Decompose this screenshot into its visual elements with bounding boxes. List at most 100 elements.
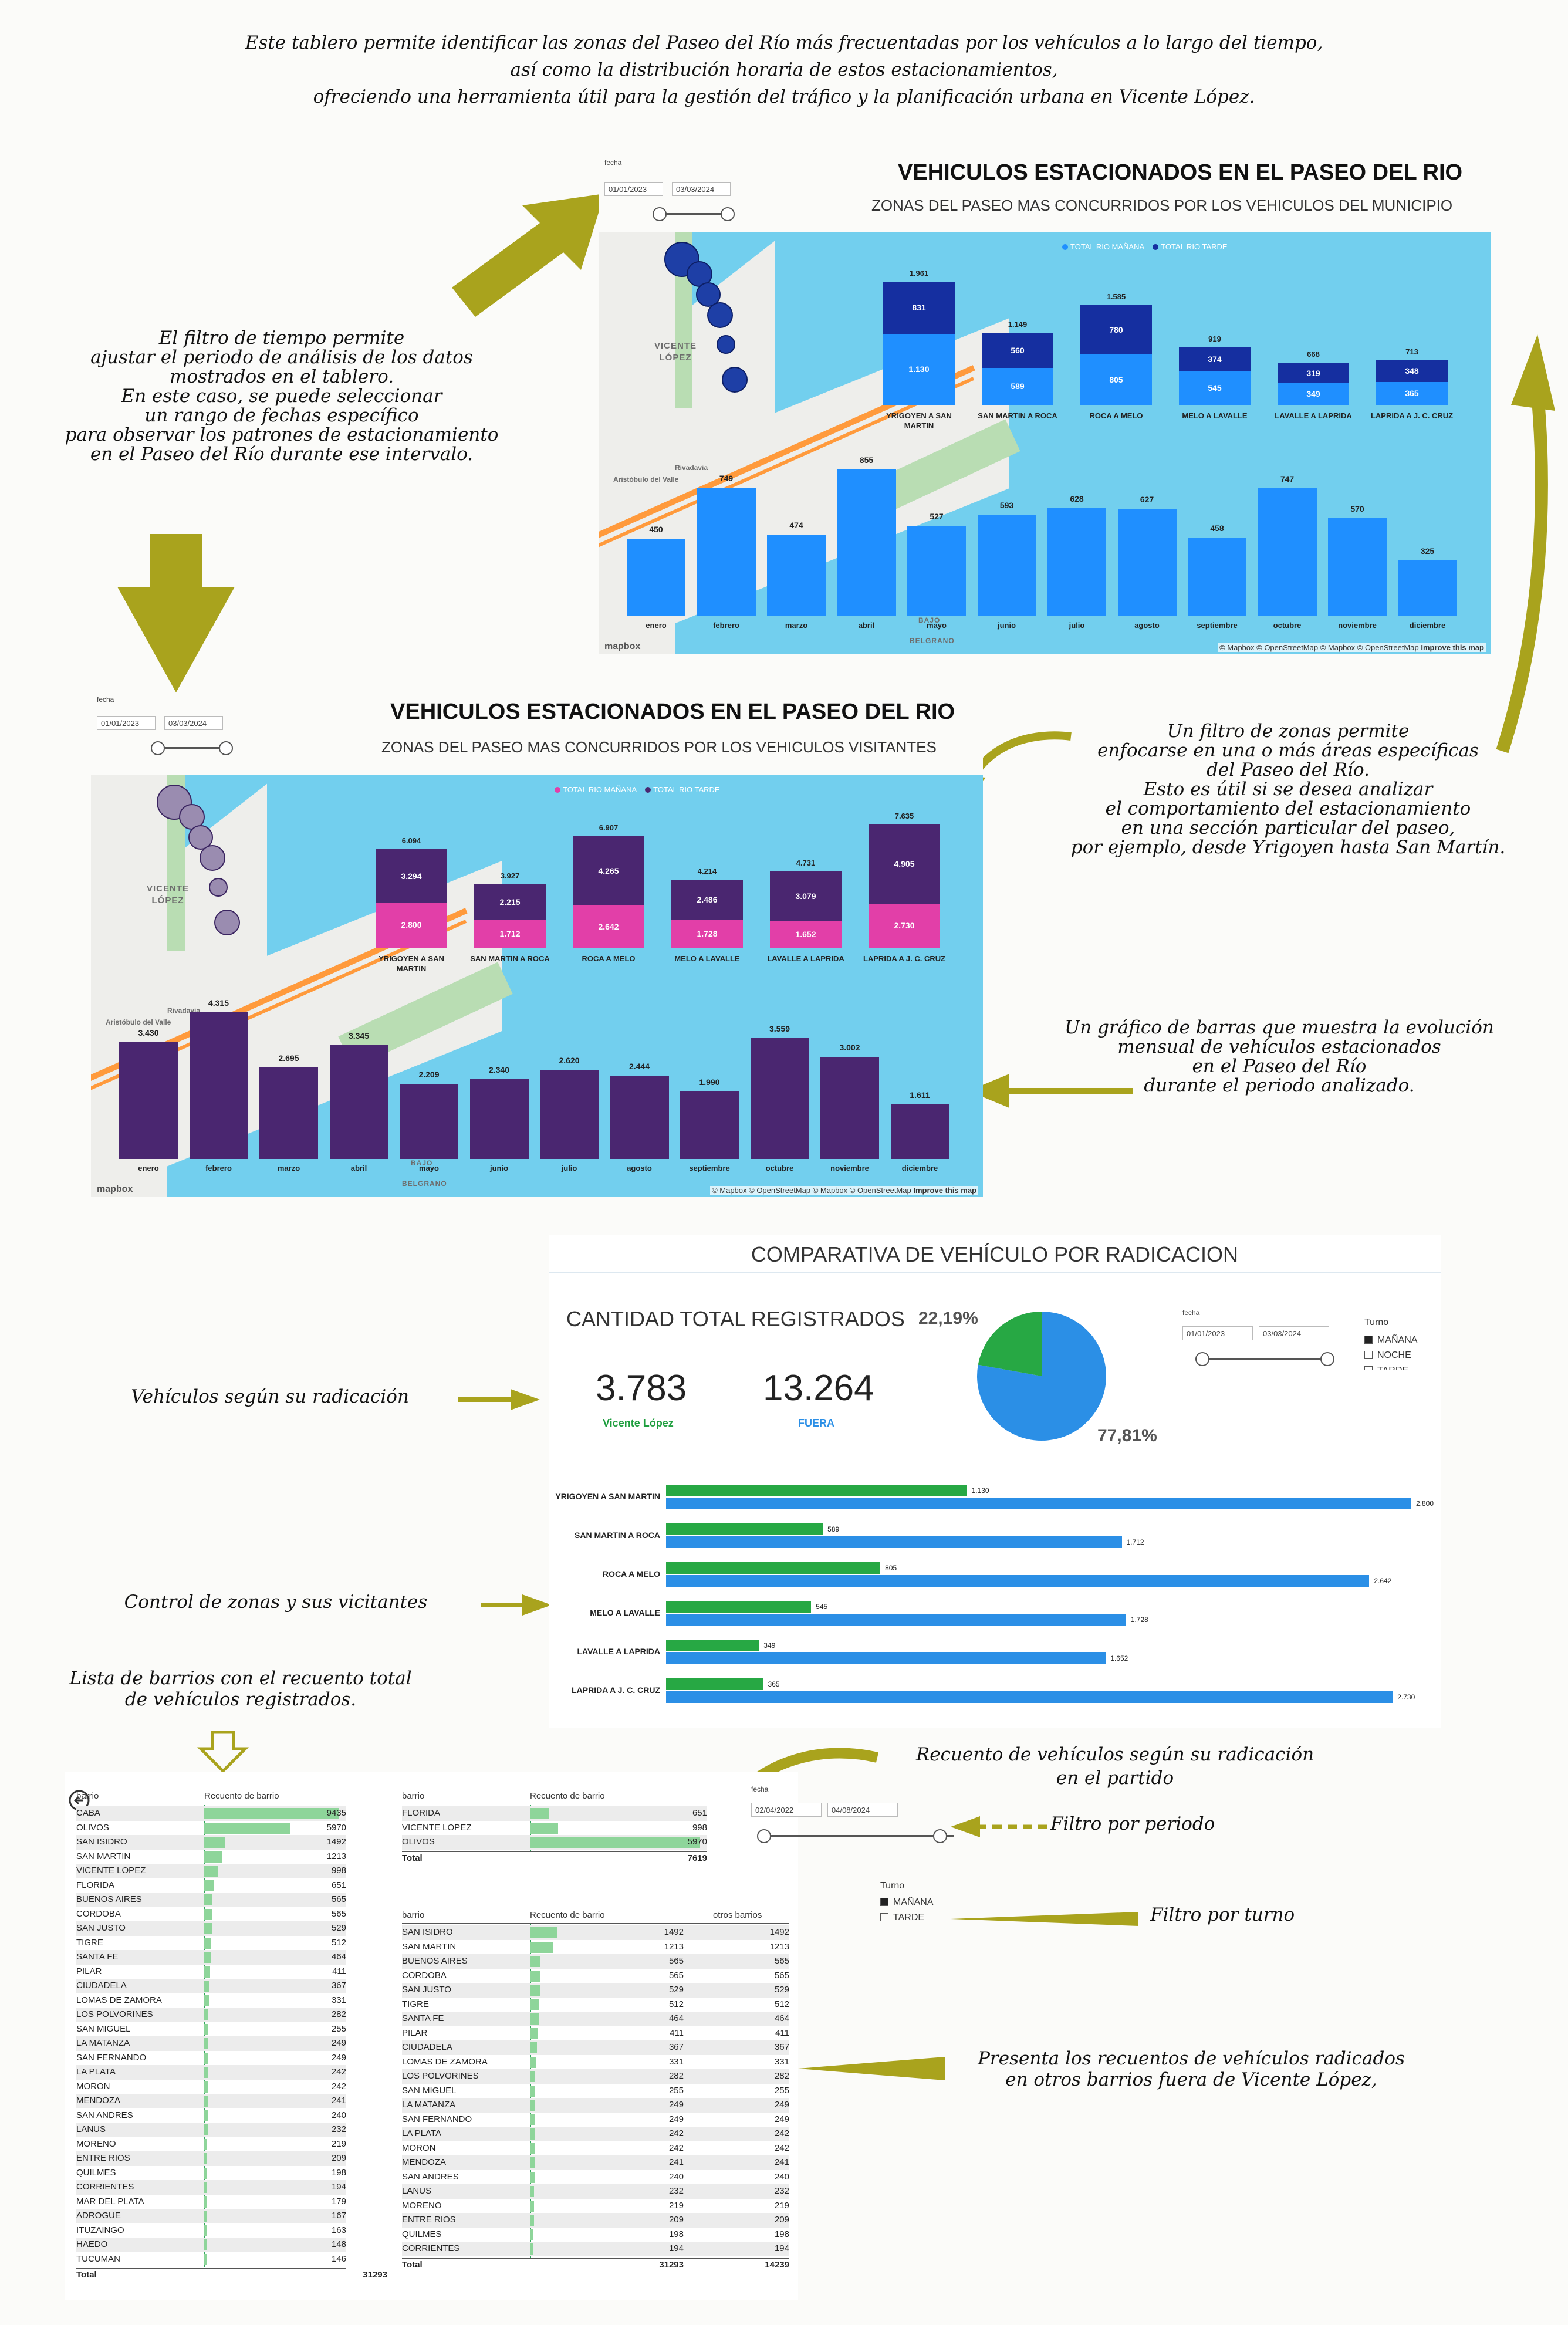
bar-fuera[interactable] xyxy=(666,1536,1122,1548)
zone-stacked-bar[interactable]: 560 589 xyxy=(982,332,1053,405)
zone-stacked-bar[interactable]: 374 545 xyxy=(1179,347,1251,405)
bar-vicente-lopez[interactable] xyxy=(666,1485,967,1496)
checkbox-icon[interactable] xyxy=(880,1913,888,1921)
month-bar[interactable] xyxy=(1258,488,1317,616)
bar-segment-tarde[interactable]: 3.294 xyxy=(376,849,447,903)
bar-fuera[interactable] xyxy=(666,1614,1126,1626)
table-row[interactable]: ENTRE RIOS 209 xyxy=(76,2151,346,2166)
month-bar[interactable] xyxy=(1117,508,1177,616)
bar-segment-manana[interactable]: 2.642 xyxy=(573,905,644,948)
map-location-bubble[interactable] xyxy=(717,335,735,354)
date-slicer-periodo[interactable]: fecha 02/04/2022 04/08/2024 xyxy=(751,1785,957,1844)
month-bar[interactable] xyxy=(697,487,756,616)
month-bar[interactable] xyxy=(469,1079,529,1159)
table-row[interactable]: PILAR 411 xyxy=(76,1965,346,1979)
map-location-bubble[interactable] xyxy=(200,845,225,871)
table-row[interactable]: MORON 242 xyxy=(76,2080,346,2094)
zone-stacked-bar[interactable]: 3.079 1.652 xyxy=(770,871,842,948)
map-municipio[interactable]: VICENTE LÓPEZ Aristóbulo del Valle Rivadavi… xyxy=(599,232,1491,654)
month-bar[interactable] xyxy=(400,1084,458,1159)
slider-knob-start[interactable] xyxy=(1195,1352,1209,1366)
month-bar[interactable] xyxy=(1047,508,1106,616)
table-row[interactable]: ITUZAINGO 163 xyxy=(76,2223,346,2238)
checkbox-icon[interactable] xyxy=(1364,1351,1373,1359)
table-row[interactable]: CORRIENTES 194 xyxy=(76,2180,346,2195)
date-to-input[interactable]: 03/03/2024 xyxy=(164,716,223,730)
date-from-input[interactable]: 01/01/2023 xyxy=(1182,1326,1253,1340)
bar-vicente-lopez[interactable] xyxy=(666,1601,812,1613)
table-row[interactable]: TUCUMAN 146 xyxy=(76,2252,346,2267)
bar-segment-tarde[interactable]: 3.079 xyxy=(770,871,842,921)
month-bar[interactable] xyxy=(820,1057,879,1159)
month-bar[interactable] xyxy=(1188,538,1246,616)
date-slicer[interactable]: fecha 01/01/2023 03/03/2024 xyxy=(97,695,249,755)
month-bar[interactable] xyxy=(189,1012,248,1159)
date-from-input[interactable]: 02/04/2022 xyxy=(751,1803,822,1817)
table-row[interactable]: ADROGUE 167 xyxy=(76,2209,346,2223)
bar-vicente-lopez[interactable] xyxy=(666,1523,823,1535)
month-bar[interactable] xyxy=(680,1091,739,1159)
bar-segment-manana[interactable]: 1.130 xyxy=(883,333,955,405)
bar-segment-manana[interactable]: 1.728 xyxy=(671,920,743,948)
column-header[interactable]: barrio xyxy=(76,1791,99,1801)
table-row[interactable]: LOS POLVORINES 282 282 xyxy=(402,2069,789,2084)
table-row[interactable]: TIGRE 512 xyxy=(76,1936,346,1951)
improve-map-link[interactable]: Improve this map xyxy=(1421,643,1484,652)
bar-segment-manana[interactable]: 349 xyxy=(1278,383,1349,405)
slider-knob-start[interactable] xyxy=(653,207,667,221)
month-bar[interactable] xyxy=(767,535,826,616)
table-row[interactable]: LANUS 232 232 xyxy=(402,2184,789,2199)
turno-filter-2[interactable]: Turno MAÑANA TARDE xyxy=(880,1881,974,1923)
slider-track[interactable] xyxy=(156,747,226,749)
map-location-bubble[interactable] xyxy=(214,910,240,935)
date-slicer[interactable]: fecha 01/01/2023 03/03/2024 xyxy=(604,158,757,221)
turno-option-noche[interactable]: NOCHE xyxy=(1364,1350,1441,1361)
slider-track[interactable] xyxy=(1200,1358,1326,1360)
table-row[interactable]: VICENTE LOPEZ 998 xyxy=(76,1864,346,1878)
bar-vicente-lopez[interactable] xyxy=(666,1562,881,1574)
pie-slice-vicente-lopez[interactable] xyxy=(978,1312,1042,1376)
bar-segment-manana[interactable]: 545 xyxy=(1179,370,1251,405)
table-row[interactable]: LA MATANZA 249 xyxy=(76,2036,346,2051)
table-row[interactable]: MENDOZA 241 241 xyxy=(402,2155,789,2170)
table-row[interactable]: BUENOS AIRES 565 xyxy=(76,1893,346,1907)
slider-knob-end[interactable] xyxy=(1320,1352,1334,1366)
slider-knob-start[interactable] xyxy=(757,1829,771,1843)
month-bar[interactable] xyxy=(627,539,685,616)
bar-segment-manana[interactable]: 2.800 xyxy=(376,902,447,948)
turno-option-tarde[interactable]: TARDE xyxy=(1364,1366,1441,1370)
turno-option-manana[interactable]: MAÑANA xyxy=(880,1897,974,1908)
slider-knob-end[interactable] xyxy=(721,207,735,221)
turno-option-manana[interactable]: MAÑANA xyxy=(1364,1335,1441,1346)
bar-segment-tarde[interactable]: 374 xyxy=(1179,347,1251,371)
table-row[interactable]: HAEDO 148 xyxy=(76,2238,346,2252)
month-bar[interactable] xyxy=(540,1070,599,1159)
pie-chart[interactable] xyxy=(974,1309,1109,1444)
table-row[interactable]: SAN FERNANDO 249 249 xyxy=(402,2113,789,2127)
month-bar[interactable] xyxy=(610,1076,669,1159)
slider-knob-end[interactable] xyxy=(219,741,233,755)
table-row[interactable]: OLIVOS 5970 xyxy=(76,1821,346,1836)
slider-knob-end[interactable] xyxy=(933,1829,947,1843)
bar-vicente-lopez[interactable] xyxy=(666,1678,763,1690)
month-bar[interactable] xyxy=(750,1038,809,1159)
table-row[interactable]: CORRIENTES 194 194 xyxy=(402,2242,789,2256)
table-row[interactable]: PILAR 411 411 xyxy=(402,2026,789,2041)
month-bar[interactable] xyxy=(259,1067,318,1159)
table-row[interactable]: SAN FERNANDO 249 xyxy=(76,2051,346,2066)
bar-segment-manana[interactable]: 1.712 xyxy=(474,920,546,948)
improve-map-link[interactable]: Improve this map xyxy=(913,1186,976,1195)
zone-stacked-bar[interactable]: 831 1.130 xyxy=(883,282,955,405)
table-row[interactable]: VICENTE LOPEZ 998 xyxy=(402,1821,707,1836)
slider-knob-start[interactable] xyxy=(151,741,165,755)
table-row[interactable]: LA PLATA 242 xyxy=(76,2065,346,2080)
zone-stacked-bar[interactable]: 2.215 1.712 xyxy=(474,884,546,948)
bar-segment-tarde[interactable]: 2.215 xyxy=(474,884,546,920)
table-row[interactable]: LA MATANZA 249 249 xyxy=(402,2098,789,2113)
table-row[interactable]: SAN JUSTO 529 xyxy=(76,1921,346,1936)
bar-segment-manana[interactable]: 805 xyxy=(1080,354,1152,405)
bar-segment-tarde[interactable]: 4.905 xyxy=(869,824,940,904)
table-row[interactable]: SAN ANDRES 240 240 xyxy=(402,2170,789,2185)
column-header[interactable]: Recuento de barrio xyxy=(530,1791,605,1801)
table-row[interactable]: MORON 242 242 xyxy=(402,2141,789,2156)
